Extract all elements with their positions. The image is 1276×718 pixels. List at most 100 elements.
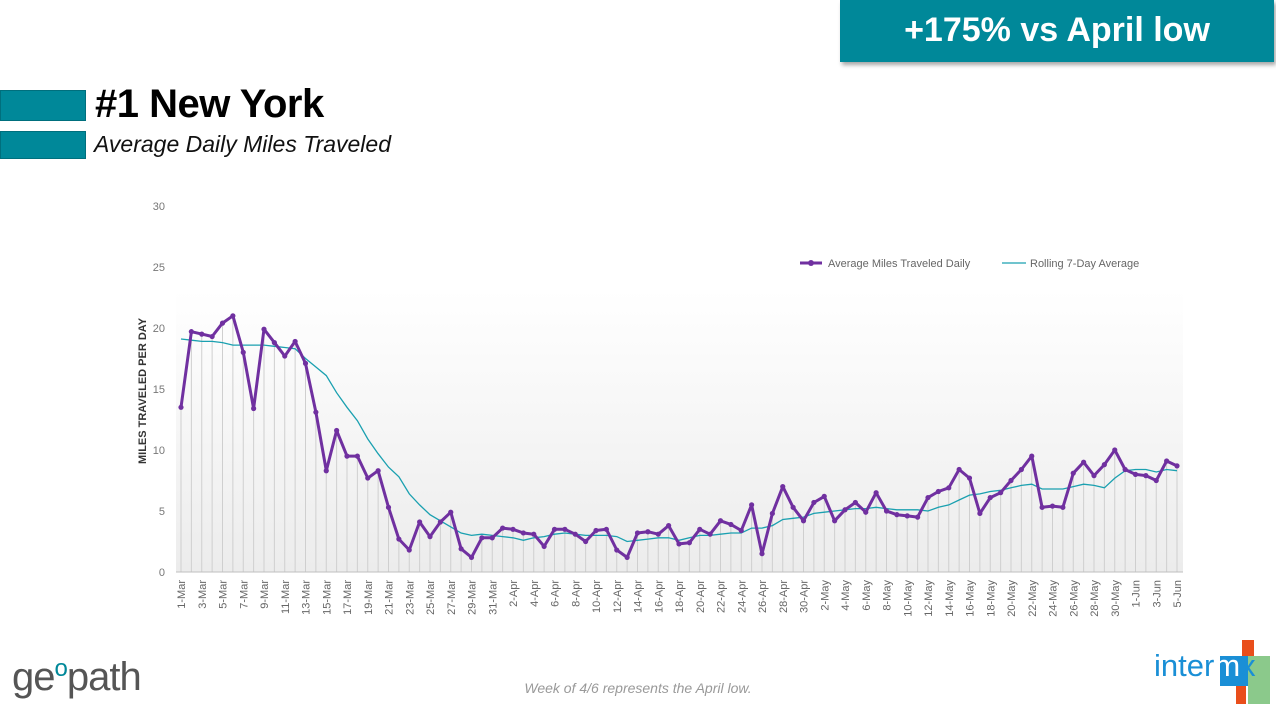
data-point: [800, 518, 807, 524]
data-point: [873, 490, 879, 496]
data-point: [427, 534, 433, 540]
x-tick-label: 4-Apr: [529, 580, 541, 607]
geopath-logo: geopath: [12, 655, 142, 699]
x-tick-label: 11-Mar: [280, 580, 292, 614]
data-point: [593, 527, 599, 534]
x-tick-label: 17-Mar: [342, 580, 354, 615]
x-tick-label: 3-Jun: [1151, 580, 1163, 608]
data-point: [313, 409, 319, 415]
data-point: [583, 538, 589, 545]
x-tick-label: 5-Mar: [218, 580, 230, 609]
legend-rolling-label: Rolling 7-Day Average: [1030, 258, 1139, 270]
data-point: [832, 518, 838, 524]
data-point: [738, 527, 744, 534]
data-point: [769, 510, 775, 517]
page-title: #1 New York: [95, 82, 324, 126]
x-tick-label: 8-Apr: [570, 580, 582, 607]
x-tick-label: 20-Apr: [695, 580, 707, 613]
data-point: [1008, 477, 1014, 484]
data-point: [904, 513, 910, 519]
data-point: [271, 340, 277, 346]
series-rolling-line: [180, 338, 1178, 543]
data-point: [510, 526, 516, 532]
data-point: [883, 508, 890, 514]
y-tick-label: 10: [153, 445, 165, 457]
data-point: [323, 468, 329, 474]
data-point: [417, 519, 423, 525]
data-point: [302, 360, 309, 366]
data-point: [1070, 470, 1076, 476]
data-point: [1049, 503, 1056, 509]
data-point: [520, 530, 526, 536]
x-tick-label: 3-Mar: [197, 580, 209, 609]
data-point: [977, 510, 983, 517]
data-point: [780, 484, 786, 490]
data-point: [935, 488, 941, 495]
x-tick-label: 30-May: [1110, 580, 1122, 617]
data-point: [925, 494, 931, 501]
data-point: [458, 546, 464, 552]
y-tick-label: 25: [153, 262, 165, 274]
data-point: [344, 453, 350, 459]
data-point: [500, 525, 506, 531]
y-tick-label: 20: [153, 323, 165, 335]
data-point: [1164, 458, 1170, 464]
data-point: [894, 512, 900, 518]
y-tick-label: 0: [159, 567, 165, 579]
x-tick-label: 31-Mar: [487, 580, 499, 615]
data-point: [759, 551, 765, 557]
data-point: [790, 504, 796, 510]
data-point: [199, 331, 205, 337]
y-tick-label: 5: [159, 506, 165, 518]
data-point: [334, 427, 340, 434]
data-point: [448, 509, 454, 515]
data-point: [178, 404, 184, 410]
intermx-logo: intermx: [1150, 640, 1276, 704]
x-tick-label: 26-May: [1068, 580, 1080, 617]
x-tick-label: 16-May: [965, 580, 977, 617]
legend-daily-label: Average Miles Traveled Daily: [828, 258, 971, 270]
data-point: [261, 326, 267, 332]
line-chart: 0 5 10 15 20 25 30 1-Mar 3-Mar 5-Mar 7-Mar 9-Mar 11…: [137, 201, 1184, 617]
footnote: Week of 4/6 represents the April low.: [524, 680, 752, 696]
data-point: [603, 526, 609, 532]
x-tick-label: 2-Apr: [508, 580, 520, 607]
data-point: [541, 543, 547, 549]
data-point: [1029, 453, 1035, 459]
x-tick-label: 13-Mar: [301, 580, 313, 615]
data-point: [717, 518, 724, 524]
x-tick-label: 1-Jun: [1131, 580, 1143, 608]
x-tick-label: 24-May: [1048, 580, 1060, 617]
data-point: [842, 507, 848, 513]
data-point: [707, 531, 713, 537]
data-point: [551, 526, 558, 532]
data-point: [1091, 473, 1097, 479]
callout-badge: +175% vs April low: [840, 0, 1274, 62]
data-point: [645, 529, 651, 535]
data-point: [531, 531, 537, 537]
x-tick-label: 12-May: [923, 580, 935, 617]
data-point: [1174, 463, 1180, 469]
page-subtitle: Average Daily Miles Traveled: [94, 131, 391, 157]
x-tick-label: 2-May: [819, 580, 831, 611]
x-tick-label: 18-Apr: [674, 580, 686, 613]
data-point: [240, 349, 246, 355]
x-tick-label: 12-Apr: [612, 580, 624, 613]
data-point: [624, 554, 630, 560]
y-tick-label: 15: [153, 384, 165, 396]
x-tick-label: 23-Mar: [404, 580, 416, 615]
data-point: [863, 509, 869, 515]
data-point: [375, 468, 381, 474]
data-point: [251, 405, 257, 412]
data-point: [1122, 466, 1128, 473]
x-tick-label: 19-Mar: [363, 580, 375, 615]
data-point: [230, 313, 236, 319]
data-point: [188, 329, 194, 335]
x-tick-label: 4-May: [840, 580, 852, 611]
data-point: [489, 535, 495, 541]
x-tick-label: 7-Mar: [238, 580, 250, 609]
data-point: [365, 475, 371, 481]
data-point: [1112, 447, 1118, 453]
data-point: [1039, 504, 1045, 510]
x-tick-label: 22-Apr: [716, 580, 728, 613]
